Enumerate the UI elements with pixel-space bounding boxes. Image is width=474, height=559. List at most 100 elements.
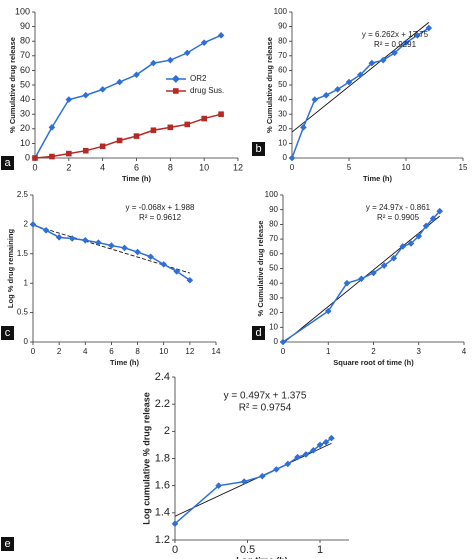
y-tick-label: 80 [278, 36, 287, 45]
x-axis-label: Square root of time (h) [333, 358, 414, 367]
y-tick-label: 2.4 [155, 371, 170, 383]
panel-label: e [4, 538, 10, 550]
y-tick-label: 60 [20, 65, 30, 75]
x-tick-label: 8 [168, 162, 173, 172]
y-tick-label: 0 [283, 153, 288, 162]
x-tick-label: 1 [317, 544, 323, 556]
marker [150, 59, 157, 67]
x-tick-label: 10 [402, 163, 411, 172]
marker [302, 451, 310, 458]
annotation: y = -0.068x + 1.988 [126, 203, 195, 212]
x-tick-label: 2 [371, 347, 376, 356]
marker [407, 240, 415, 247]
marker [108, 242, 115, 249]
marker [358, 275, 365, 283]
x-tick-label: 15 [459, 163, 468, 172]
y-tick-label: 20 [20, 123, 30, 133]
x-tick-label: 4 [100, 162, 105, 172]
x-tick-label: 0 [290, 163, 295, 172]
y-tick-label: 100 [265, 190, 279, 199]
x-tick-label: 0 [32, 162, 37, 172]
marker [116, 78, 123, 86]
panel-label-box [1, 326, 14, 340]
x-axis-label: Log time (h) [236, 555, 288, 559]
marker [147, 253, 154, 261]
marker [414, 32, 421, 39]
x-tick-label: 0 [31, 347, 36, 356]
marker [425, 24, 433, 32]
y-tick-label: 50 [269, 264, 278, 273]
marker [68, 235, 76, 242]
marker [322, 438, 330, 446]
y-tick-label: 80 [269, 220, 278, 229]
y-tick-label: 1.2 [155, 534, 170, 546]
panel-label-box [252, 326, 265, 340]
marker [65, 96, 73, 103]
legend-swatch [173, 88, 179, 94]
marker [402, 39, 410, 46]
y-tick-label: 50 [278, 80, 287, 89]
panel-label: b [255, 143, 261, 155]
marker [343, 279, 351, 287]
marker [82, 91, 90, 99]
marker [82, 147, 89, 154]
y-tick-label: 90 [269, 205, 278, 214]
y-tick-label: 40 [278, 95, 287, 104]
legend-swatch [171, 74, 180, 83]
series-line [34, 34, 222, 159]
y-tick-label: 2 [24, 220, 29, 229]
marker [316, 441, 324, 449]
marker [436, 207, 444, 215]
marker [284, 460, 292, 468]
x-tick-label: 12 [233, 162, 243, 172]
marker [328, 434, 335, 442]
y-tick-label: 50 [20, 79, 30, 89]
marker [288, 154, 296, 162]
marker [200, 39, 208, 46]
marker [183, 49, 191, 57]
marker [160, 261, 168, 268]
y-tick-label: 2.5 [17, 190, 29, 199]
series-line [34, 113, 222, 159]
marker [429, 215, 437, 222]
marker [95, 239, 102, 246]
legend-label: drug Sus. [190, 86, 224, 95]
y-tick-label: 70 [20, 50, 30, 60]
y-tick-label: 1 [24, 278, 29, 287]
annotation: R² = 0.9754 [239, 403, 292, 414]
x-tick-label: 6 [134, 162, 139, 172]
panel-label: a [4, 157, 11, 169]
y-axis-label: % Cumulative drug release [256, 221, 265, 317]
x-tick-label: 2 [57, 347, 62, 356]
y-tick-label: 10 [269, 322, 278, 331]
marker [368, 59, 376, 67]
y-tick-label: 30 [20, 109, 30, 119]
panel-label-box [252, 142, 265, 156]
y-tick-label: 90 [278, 22, 287, 31]
panel-label-box [1, 537, 14, 551]
annotation: y = 6.262x + 17.75 [362, 30, 429, 39]
marker [240, 478, 248, 485]
y-tick-label: 80 [20, 36, 30, 46]
marker [310, 447, 317, 454]
panel-label: c [5, 327, 11, 339]
marker [324, 307, 332, 315]
marker [55, 234, 63, 241]
y-tick-label: 0 [274, 337, 279, 346]
x-axis-label: Time (h) [363, 174, 393, 183]
marker [184, 121, 191, 128]
x-tick-label: 8 [135, 347, 140, 356]
x-tick-label: 0 [172, 544, 178, 556]
y-tick-label: 2.2 [155, 398, 170, 410]
x-tick-label: 12 [185, 347, 194, 356]
y-tick-label: 60 [269, 249, 278, 258]
marker [311, 96, 319, 103]
y-tick-label: 70 [278, 51, 287, 60]
trendline [32, 224, 190, 274]
marker [42, 226, 50, 234]
y-tick-label: 1.8 [155, 452, 170, 464]
x-tick-label: 14 [212, 347, 221, 356]
series-line [32, 223, 191, 281]
marker [273, 466, 280, 473]
